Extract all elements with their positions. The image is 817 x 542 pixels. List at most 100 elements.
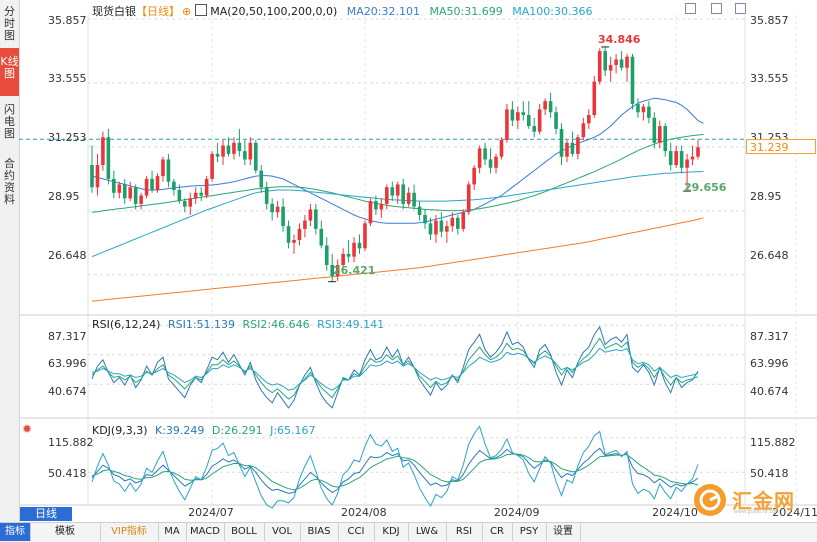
candle-body — [587, 115, 591, 124]
indicator-icon[interactable] — [195, 4, 208, 16]
tab-ma[interactable]: MA — [158, 523, 187, 541]
sidebar-tab-flash[interactable]: 闪电图 — [0, 100, 19, 148]
sidebar-tab-kline[interactable]: K线图 — [0, 48, 19, 96]
candle-body — [597, 51, 602, 82]
tab-cr[interactable]: CR — [482, 523, 513, 541]
candle-body — [663, 126, 668, 152]
candle-body — [155, 176, 160, 190]
candle-body — [286, 226, 291, 243]
candle-body — [636, 103, 640, 113]
candle-body — [259, 170, 264, 188]
candle-body — [128, 187, 133, 199]
ma-params[interactable]: MA(20,50,100,200,0,0) — [210, 5, 338, 18]
main-header: 现货白银【日线】 ⊕ MA(20,50,100,200,0,0) MA20:32.1… — [92, 3, 592, 19]
tab-kdj[interactable]: KDJ — [374, 523, 409, 541]
sidebar: 分时图 K线图 闪电图 合约资料 — [0, 0, 20, 522]
candle-body — [374, 201, 378, 210]
candle-body — [423, 215, 427, 224]
y-tick-right: 26.648 — [750, 249, 789, 262]
rsi2-value: RSI2:46.646 — [242, 318, 310, 331]
tab-settings[interactable]: 设置 — [546, 523, 581, 541]
tab-rsi[interactable]: RSI — [446, 523, 483, 541]
candle-body — [406, 192, 411, 204]
candle-body — [324, 245, 329, 265]
candle-body — [199, 192, 203, 196]
zoom-in-icon[interactable] — [711, 3, 722, 14]
candle-body — [248, 142, 253, 160]
candle-body — [243, 151, 247, 160]
ma-line-ma200 — [91, 217, 704, 302]
y-tick-left: 33.555 — [48, 72, 87, 85]
annotations — [328, 46, 692, 283]
candle-body — [516, 112, 520, 121]
candle-body — [253, 142, 258, 171]
candle-body — [357, 242, 362, 249]
candle-body — [434, 220, 438, 235]
settings-sun-icon[interactable]: ✹ — [22, 422, 33, 436]
candle-body — [226, 145, 231, 154]
watermark-logo-icon — [694, 484, 726, 516]
candle-body — [95, 165, 100, 188]
crosshair-icon[interactable] — [685, 3, 696, 14]
ma100-value: MA100:30.366 — [512, 5, 593, 18]
rsi-tick-right: 40.674 — [750, 385, 789, 398]
current-price-tag: 31.239 — [746, 139, 816, 154]
candle-body — [625, 56, 629, 68]
rsi-params[interactable]: RSI(6,12,24) — [92, 318, 161, 331]
candle-body — [412, 192, 416, 207]
y-tick-left: 28.95 — [48, 190, 80, 203]
x-tick-label: 2024/07 — [188, 506, 234, 519]
candle-body — [690, 156, 695, 160]
sidebar-tab-timeshare[interactable]: 分时图 — [0, 6, 19, 42]
low-label: 26.421 — [333, 264, 376, 277]
tab-cci[interactable]: CCI — [338, 523, 375, 541]
period-tag[interactable]: 【日线】 — [136, 5, 180, 18]
ma50-value: MA50:31.699 — [429, 5, 503, 18]
period-button[interactable]: 日线 — [20, 507, 72, 521]
candle-body — [106, 137, 111, 179]
tab-bias[interactable]: BIAS — [300, 523, 339, 541]
x-tick-label: 2024/11 — [772, 506, 817, 519]
x-tick-label: 2024/08 — [340, 506, 387, 519]
tab-indicators[interactable]: 指标 — [0, 523, 31, 541]
tab-boll[interactable]: BOLL — [224, 523, 265, 541]
rsi-tick-right: 63.996 — [750, 357, 789, 370]
candle-body — [488, 159, 493, 168]
candle-body — [570, 142, 575, 154]
sidebar-tab-contract[interactable]: 合约资料 — [0, 154, 19, 214]
candle-body — [177, 190, 182, 202]
candle-body — [548, 101, 553, 113]
candle-body — [346, 253, 351, 257]
candle-body — [685, 159, 689, 168]
candle-body — [270, 203, 274, 213]
candle-body — [122, 184, 127, 199]
tab-psy[interactable]: PSY — [512, 523, 547, 541]
x-tick-label: 2024/09 — [493, 506, 540, 519]
candle-body — [390, 187, 395, 196]
candle-body — [352, 242, 356, 257]
tab-vip-indicators[interactable]: VIP指标 — [100, 523, 159, 541]
kdj-tick-left: 50.418 — [48, 467, 87, 480]
tab-templates[interactable]: 模板 — [30, 523, 101, 541]
y-tick-left: 35.857 — [48, 14, 87, 27]
zoom-out-icon[interactable] — [735, 3, 746, 14]
tab-macd[interactable]: MACD — [186, 523, 225, 541]
candle-body — [188, 198, 193, 207]
kdj-params[interactable]: KDJ(9,3,3) — [92, 424, 148, 437]
y-tick-right: 35.857 — [750, 14, 789, 27]
chart-canvas[interactable] — [0, 0, 817, 522]
candle-body — [385, 187, 389, 204]
candle-body — [303, 220, 307, 229]
candle-body — [466, 184, 471, 213]
candle-body — [581, 123, 586, 138]
target-icon[interactable]: ⊕ — [182, 5, 192, 18]
candle-body — [521, 112, 526, 115]
x-tick-label: 2024/10 — [652, 506, 698, 519]
tab-lw[interactable]: LW& — [408, 523, 447, 541]
kdj-tick-left: 115.882 — [48, 436, 94, 449]
candle-body — [679, 151, 684, 168]
tab-vol[interactable]: VOL — [264, 523, 301, 541]
candle-body — [395, 184, 400, 196]
candle-body — [144, 178, 149, 196]
candle-body — [210, 153, 214, 179]
